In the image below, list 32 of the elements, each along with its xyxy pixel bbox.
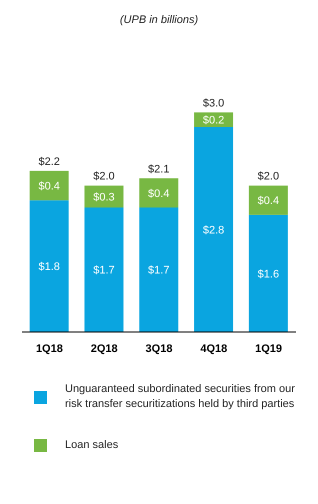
data-label: $1.6 <box>258 268 280 280</box>
bar <box>30 170 69 200</box>
bar <box>248 186 288 215</box>
bar <box>139 208 178 332</box>
data-label: $0.3 <box>93 191 115 204</box>
total-label: $3.0 <box>202 97 224 110</box>
total-label: $2.0 <box>93 170 115 183</box>
data-label: $0.4 <box>148 188 170 200</box>
total-label: $2.2 <box>38 156 60 168</box>
data-label: $1.7 <box>93 264 115 277</box>
legend-label: Unguaranteed subordinated securities from our risk transfer securitizations held by third parties <box>65 382 296 412</box>
bar <box>84 208 124 332</box>
chart-subtitle: (UPB in billions) <box>118 13 200 26</box>
x-tick-label: 4Q18 <box>200 342 228 355</box>
bar <box>248 214 288 332</box>
x-tick-label: 1Q18 <box>36 342 63 355</box>
data-label: $0.4 <box>38 180 60 192</box>
data-label: $1.8 <box>38 261 60 274</box>
legend-label: Loan sales <box>65 438 118 453</box>
total-label: $2.1 <box>148 163 170 176</box>
bar <box>84 186 124 208</box>
bar <box>30 200 69 332</box>
data-label: $0.4 <box>258 195 280 208</box>
x-tick-label: 3Q18 <box>146 342 172 355</box>
bar <box>139 178 178 208</box>
x-tick-label: 2Q18 <box>90 342 118 355</box>
bar <box>194 127 234 332</box>
data-label: $0.2 <box>202 114 224 127</box>
data-label: $1.7 <box>148 264 170 277</box>
x-tick-label: 1Q19 <box>255 342 282 355</box>
data-label: $2.8 <box>202 224 224 236</box>
total-label: $2.0 <box>258 170 280 183</box>
